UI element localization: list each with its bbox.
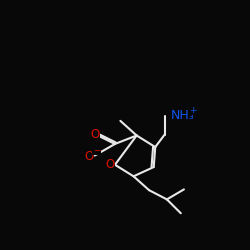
Text: +: + — [189, 106, 196, 114]
Text: O: O — [105, 158, 114, 171]
Text: −: − — [92, 146, 100, 154]
Text: O: O — [90, 128, 100, 141]
Text: NH₃: NH₃ — [171, 109, 194, 122]
Text: O: O — [84, 150, 93, 163]
